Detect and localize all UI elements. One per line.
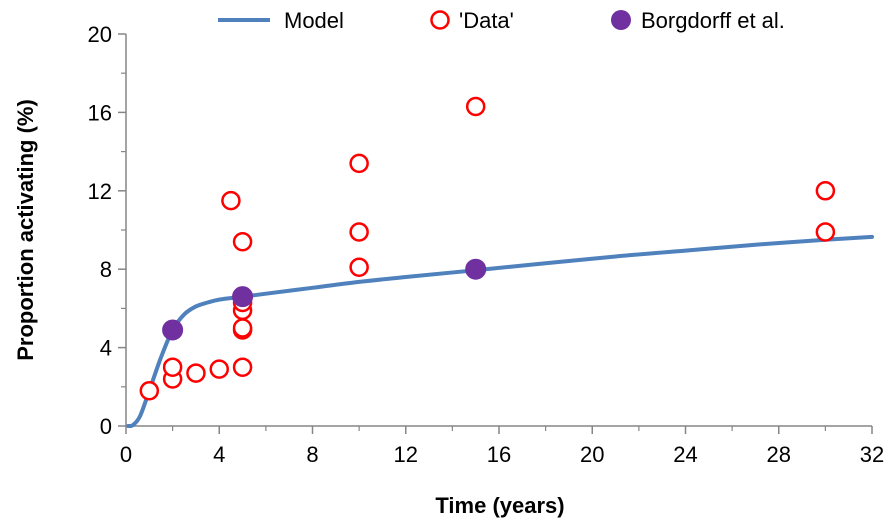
legend: Model 'Data' Borgdorff et al. [218,8,785,33]
data-point [349,153,369,174]
y-axis-title: Proportion activating (%) [13,99,38,361]
legend-swatch-hollow [430,10,450,30]
legend-item: Model [218,8,344,33]
x-tick-label: 16 [487,442,511,467]
borgdorff-point [162,319,184,341]
borgdorff-point [232,286,254,308]
x-tick-label: 4 [213,442,225,467]
plot-area [126,96,874,429]
data-point [221,190,241,211]
y-tick-label: 0 [100,414,112,439]
legend-label: 'Data' [459,8,514,33]
data-point [349,257,369,277]
x-tick-label: 32 [860,442,884,467]
x-tick-label: 12 [394,442,418,467]
data-point [232,232,253,252]
y-tick-label: 4 [100,336,112,361]
data-point [465,96,486,117]
legend-label: Borgdorff et al. [641,8,785,33]
model-line [126,234,874,429]
x-tick-label: 24 [673,442,697,467]
x-tick-label: 28 [767,442,791,467]
x-tick-label: 20 [580,442,604,467]
y-tick-label: 12 [88,179,112,204]
data-point [349,222,369,242]
data-point [162,357,183,377]
data-point [139,380,160,401]
y-tick-label: 16 [88,100,112,125]
axes: 0 4 8 12 16 20 0 4 8 12 16 20 24 28 32 [88,22,885,467]
x-tick-label: 0 [120,442,132,467]
y-tick-label: 20 [88,22,112,47]
data-point [186,363,206,383]
data-point [232,318,253,338]
y-tick-label: 8 [100,257,112,282]
legend-item: Borgdorff et al. [611,8,785,33]
x-axis-title: Time (years) [435,493,564,518]
data-point [209,359,229,379]
x-tick-label: 8 [306,442,318,467]
data-point [815,222,836,242]
legend-swatch-filled [611,10,631,30]
legend-label: Model [284,8,344,33]
data-point [815,181,836,201]
borgdorff-point [465,258,487,280]
legend-item: 'Data' [430,8,514,33]
data-point [232,357,253,377]
